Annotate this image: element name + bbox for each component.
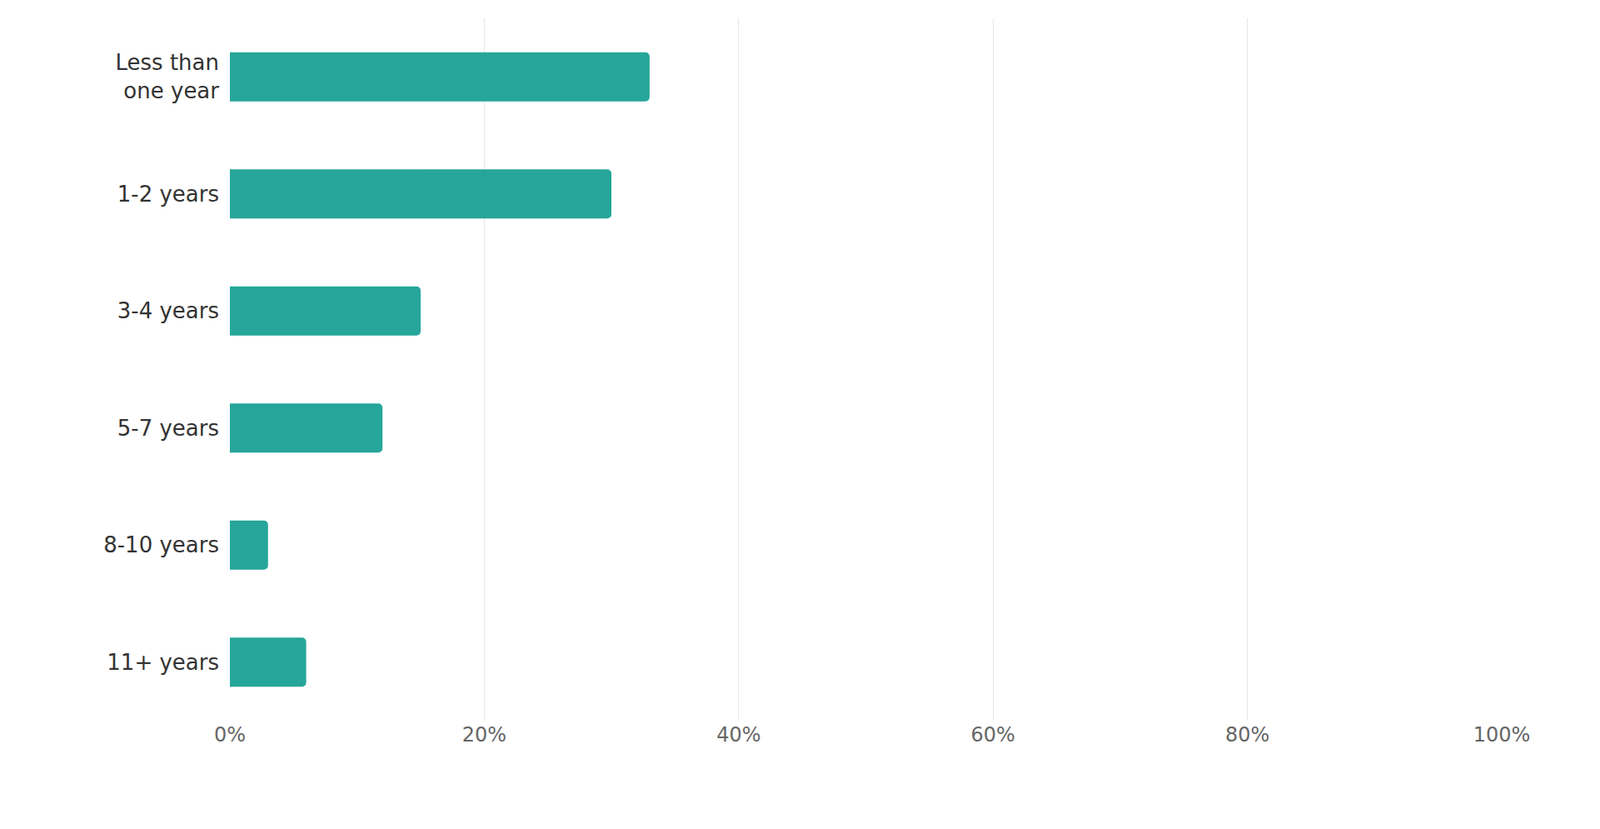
svg-text:3-4 years: 3-4 years	[117, 298, 220, 324]
svg-text:5-7 years: 5-7 years	[117, 415, 220, 441]
svg-text:0%: 0%	[214, 722, 246, 747]
svg-text:11+ years: 11+ years	[106, 649, 220, 675]
svg-text:80%: 80%	[1225, 722, 1270, 747]
svg-text:100%: 100%	[1473, 722, 1531, 747]
svg-text:20%: 20%	[462, 722, 507, 747]
svg-text:60%: 60%	[971, 722, 1016, 747]
svg-text:Less thanone year: Less thanone year	[115, 49, 220, 104]
svg-text:40%: 40%	[716, 722, 761, 747]
svg-text:8-10 years: 8-10 years	[103, 532, 220, 558]
svg-text:1-2 years: 1-2 years	[117, 181, 220, 207]
